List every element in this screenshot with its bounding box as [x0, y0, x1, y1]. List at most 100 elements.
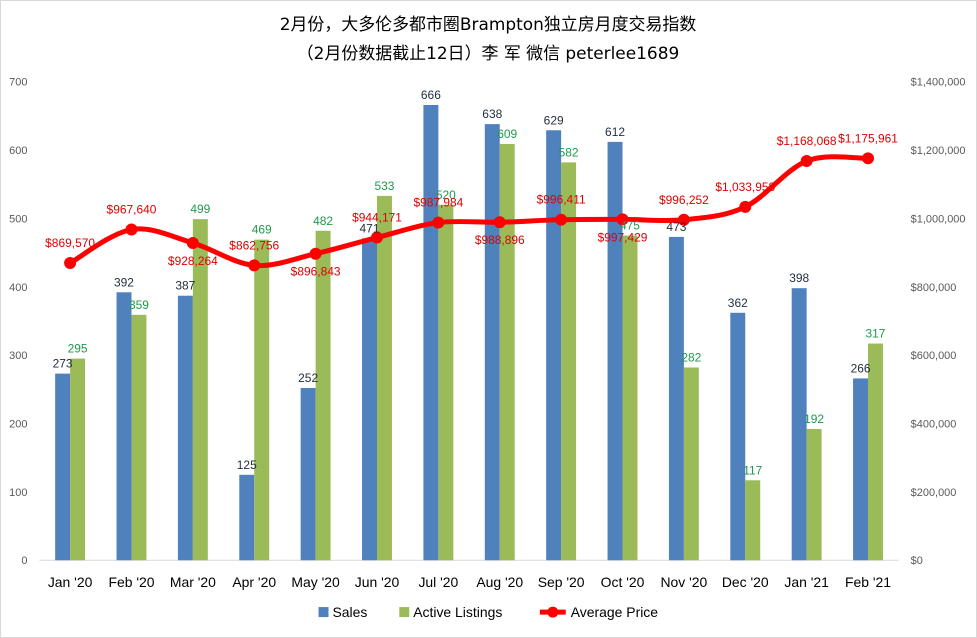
- sales-bar: [300, 387, 316, 561]
- x-tick-label: Mar '20: [170, 574, 216, 590]
- legend-label: Average Price: [571, 604, 659, 620]
- x-tick-label: Jul '20: [418, 574, 458, 590]
- price-data-label: $967,640: [107, 203, 157, 217]
- listings-bar: [622, 235, 638, 561]
- listings-data-label: 482: [313, 214, 333, 228]
- y-left-tick-label: 300: [9, 350, 27, 362]
- price-line: [64, 152, 875, 272]
- listings-data-label: 282: [681, 350, 701, 364]
- sales-bar: [362, 238, 377, 561]
- chart-title-line2: （2月份数据截止12日）李 军 微信 peterlee1689: [297, 43, 680, 63]
- y-right-tick-label: $600,000: [911, 350, 957, 362]
- legend-label: Active Listings: [413, 604, 502, 620]
- listings-bar: [561, 162, 577, 561]
- listings-bar: [192, 219, 208, 561]
- x-tick-label: Sep '20: [538, 574, 585, 590]
- sales-bar: [791, 288, 807, 561]
- price-point: [64, 257, 77, 270]
- x-tick-label: Apr '20: [232, 574, 276, 590]
- price-data-label: $1,168,068: [777, 134, 837, 148]
- sales-bar: [484, 124, 500, 561]
- price-point: [432, 216, 445, 229]
- sales-data-label: 473: [666, 220, 686, 234]
- listings-data-label: 609: [497, 127, 517, 141]
- y-right-tick-label: $1,000,000: [911, 213, 966, 225]
- listings-bar: [315, 230, 331, 561]
- x-tick-label: Jan '21: [784, 574, 829, 590]
- y-left-tick-label: 200: [9, 419, 27, 431]
- x-tick-label: Nov '20: [660, 574, 707, 590]
- y-right-tick-label: $200,000: [911, 487, 957, 499]
- price-point: [186, 236, 199, 249]
- listings-bar: [70, 358, 86, 561]
- price-data-label: $996,252: [659, 193, 709, 207]
- price-data-label: $944,171: [352, 211, 402, 225]
- listings-data-label: 582: [559, 145, 579, 159]
- sales-bar: [177, 295, 193, 561]
- sales-data-label: 387: [175, 279, 195, 293]
- listings-bar: [868, 343, 883, 561]
- sales-data-label: 392: [114, 275, 134, 289]
- sales-bar: [423, 104, 439, 561]
- sales-data-label: 638: [482, 107, 502, 121]
- sales-bar: [853, 378, 869, 561]
- listings-data-label: 117: [743, 463, 762, 477]
- price-point: [862, 152, 875, 165]
- sales-data-label: 362: [728, 296, 748, 310]
- listings-bar: [683, 367, 699, 561]
- price-point: [371, 231, 383, 244]
- price-data-label: $1,175,961: [838, 131, 898, 145]
- x-tick-label: Oct '20: [601, 574, 645, 590]
- price-point: [739, 200, 752, 213]
- x-tick-label: Aug '20: [476, 574, 523, 590]
- bars: [55, 104, 883, 561]
- sales-data-label: 612: [605, 125, 625, 139]
- listings-bar: [806, 428, 822, 561]
- y-right-tick-label: $800,000: [911, 282, 957, 294]
- sales-bar: [546, 130, 562, 561]
- price-point: [800, 155, 813, 167]
- y-left-tick-label: 700: [9, 77, 27, 89]
- y-right-tick-label: $400,000: [911, 419, 957, 431]
- x-tick-label: Dec '20: [722, 574, 769, 590]
- x-tick-label: May '20: [291, 574, 340, 590]
- price-point: [616, 213, 629, 226]
- sales-bar: [730, 312, 746, 561]
- listings-bar: [499, 143, 515, 561]
- sales-bar: [239, 474, 255, 561]
- sales-data-label: 125: [237, 458, 257, 472]
- listings-data-label: 499: [190, 202, 210, 216]
- y-left-tick-label: 100: [9, 487, 27, 499]
- y-right-tick-label: $1,400,000: [911, 77, 966, 89]
- sales-data-label: 398: [789, 271, 809, 285]
- price-data-label: $928,264: [168, 254, 218, 268]
- listings-data-label: 317: [866, 327, 886, 341]
- listings-bar: [438, 204, 454, 561]
- listings-data-label: 533: [374, 179, 394, 193]
- x-tick-label: Feb '20: [108, 574, 154, 590]
- listings-data-label: 469: [252, 223, 272, 237]
- legend-swatch-marker: [547, 606, 559, 618]
- sales-bar: [668, 236, 684, 561]
- price-data-label: $996,411: [537, 193, 586, 207]
- listings-bar: [745, 480, 761, 561]
- x-tick-label: Jan '20: [48, 574, 93, 590]
- price-data-label: $896,843: [291, 265, 341, 279]
- sales-data-label: 266: [851, 361, 871, 375]
- y-right-tick-label: $1,200,000: [911, 145, 966, 157]
- price-point: [493, 216, 506, 229]
- price-point: [555, 213, 568, 226]
- legend-swatch: [399, 607, 410, 618]
- legend: Sales Active Listings Average Price: [318, 604, 659, 620]
- legend-swatch: [318, 607, 329, 618]
- sales-data-label: 471: [360, 221, 380, 235]
- sales-bar: [607, 141, 623, 561]
- price-data-label: $862,756: [229, 238, 279, 252]
- listings-bar: [131, 314, 147, 561]
- sales-bar: [116, 292, 132, 561]
- legend-label: Sales: [332, 604, 367, 620]
- price-data-label: $869,570: [45, 236, 95, 250]
- y-left-tick-label: 400: [9, 282, 27, 294]
